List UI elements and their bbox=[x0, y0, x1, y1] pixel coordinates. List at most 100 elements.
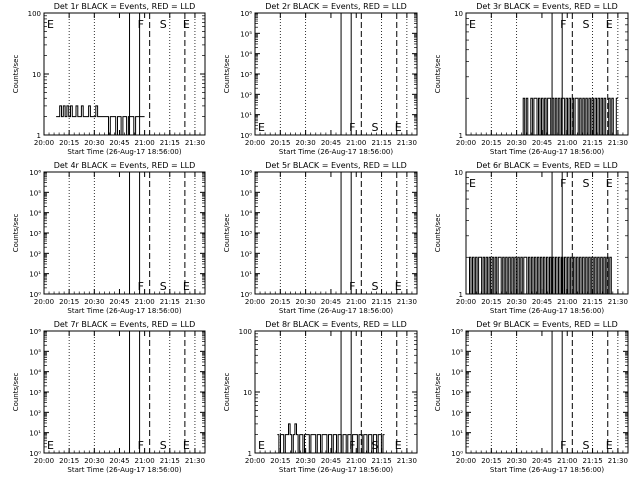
event-marker-label: E bbox=[395, 280, 402, 293]
x-tick-label: 21:30 bbox=[185, 457, 205, 465]
y-tick-label: 10⁴ bbox=[29, 369, 41, 377]
x-tick-label: 21:00 bbox=[557, 139, 577, 147]
x-tick-label: 20:45 bbox=[321, 298, 341, 306]
y-tick-label: 10² bbox=[451, 409, 463, 417]
y-tick-label: 10⁰ bbox=[29, 450, 41, 458]
x-tick-label: 20:15 bbox=[59, 457, 79, 465]
event-marker-label: E bbox=[183, 280, 190, 293]
x-tick-label: 21:15 bbox=[371, 139, 391, 147]
panel-title: Det 4r BLACK = Events, RED = LLD bbox=[54, 161, 196, 170]
event-marker-label: S bbox=[582, 439, 589, 452]
y-tick-label: 10⁵ bbox=[240, 189, 252, 197]
event-marker-label: F bbox=[349, 439, 355, 452]
x-tick-label: 20:45 bbox=[532, 457, 552, 465]
panel-title: Det 1r BLACK = Events, RED = LLD bbox=[54, 2, 196, 11]
event-marker-label: F bbox=[349, 121, 355, 134]
panel-title: Det 3r BLACK = Events, RED = LLD bbox=[476, 2, 618, 11]
x-tick-label: 21:15 bbox=[160, 298, 180, 306]
y-tick-label: 10³ bbox=[29, 389, 41, 397]
x-axis-label: Start Time (26-Aug-17 18:56:00) bbox=[490, 148, 604, 156]
y-tick-label: 10² bbox=[29, 409, 41, 417]
x-tick-label: 20:30 bbox=[84, 139, 104, 147]
panel-det-5: Det 5r BLACK = Events, RED = LLD 10⁰ 10¹ 10… bbox=[223, 161, 418, 315]
event-marker-label: E bbox=[183, 439, 190, 452]
event-marker-label: S bbox=[371, 280, 378, 293]
x-tick-label: 20:15 bbox=[270, 139, 290, 147]
y-tick-label: 10¹ bbox=[451, 430, 463, 438]
event-marker-label: F bbox=[138, 280, 144, 293]
y-tick-label: 10⁰ bbox=[240, 291, 252, 299]
x-axis-label: Start Time (26-Aug-17 18:56:00) bbox=[279, 466, 393, 474]
y-axis-label: Counts/sec bbox=[434, 373, 442, 412]
x-tick-label: 20:45 bbox=[109, 139, 129, 147]
y-tick-label: 10⁶ bbox=[29, 328, 41, 336]
x-tick-label: 20:45 bbox=[109, 457, 129, 465]
x-tick-label: 21:00 bbox=[346, 457, 366, 465]
event-marker-label: E bbox=[47, 18, 54, 31]
x-tick-label: 21:15 bbox=[160, 457, 180, 465]
x-tick-label: 21:00 bbox=[557, 298, 577, 306]
x-axis-label: Start Time (26-Aug-17 18:56:00) bbox=[490, 466, 604, 474]
x-tick-label: 20:00 bbox=[34, 298, 54, 306]
event-marker-label: E bbox=[469, 177, 476, 190]
panel-det-1: Det 1r BLACK = Events, RED = LLD 1 10 100 20… bbox=[12, 2, 206, 156]
x-tick-label: 21:30 bbox=[185, 139, 205, 147]
x-tick-label: 20:00 bbox=[34, 457, 54, 465]
panel-det-6: Det 6r BLACK = Events, RED = LLD 1 10 20:00… bbox=[434, 161, 629, 315]
panel-det-7: Det 7r BLACK = Events, RED = LLD 10⁰ 10¹ 10… bbox=[12, 320, 206, 474]
x-tick-label: 20:15 bbox=[481, 298, 501, 306]
x-tick-label: 21:30 bbox=[608, 457, 628, 465]
x-tick-label: 21:00 bbox=[557, 457, 577, 465]
y-tick-label: 10⁴ bbox=[29, 210, 41, 218]
event-marker-label: E bbox=[395, 121, 402, 134]
x-tick-label: 20:45 bbox=[532, 298, 552, 306]
y-tick-label: 10⁰ bbox=[29, 291, 41, 299]
y-axis-label: Counts/sec bbox=[223, 373, 231, 412]
x-axis-label: Start Time (26-Aug-17 18:56:00) bbox=[67, 148, 181, 156]
event-marker-label: S bbox=[160, 280, 167, 293]
event-marker-label: S bbox=[582, 177, 589, 190]
panel-title: Det 8r BLACK = Events, RED = LLD bbox=[265, 320, 407, 329]
y-tick-label: 10³ bbox=[29, 230, 41, 238]
y-tick-label: 10 bbox=[32, 71, 41, 79]
x-axis-label: Start Time (26-Aug-17 18:56:00) bbox=[490, 307, 604, 315]
event-marker-label: E bbox=[395, 439, 402, 452]
event-marker-label: F bbox=[560, 177, 566, 190]
y-tick-label: 100 bbox=[28, 10, 41, 18]
x-tick-label: 20:30 bbox=[296, 298, 316, 306]
event-marker-label: F bbox=[560, 18, 566, 31]
event-marker-label: E bbox=[258, 121, 265, 134]
x-tick-label: 21:00 bbox=[135, 139, 155, 147]
panel-title: Det 2r BLACK = Events, RED = LLD bbox=[265, 2, 407, 11]
panel-title: Det 6r BLACK = Events, RED = LLD bbox=[476, 161, 618, 170]
x-tick-label: 20:45 bbox=[532, 139, 552, 147]
y-tick-label: 10⁵ bbox=[451, 348, 463, 356]
plot-frame bbox=[43, 171, 206, 295]
panel-title: Det 7r BLACK = Events, RED = LLD bbox=[54, 320, 196, 329]
x-tick-label: 21:30 bbox=[397, 298, 417, 306]
event-marker-label: S bbox=[371, 121, 378, 134]
y-tick-label: 10⁵ bbox=[29, 189, 41, 197]
y-tick-label: 1 bbox=[248, 450, 252, 458]
x-tick-label: 20:30 bbox=[507, 139, 527, 147]
panel-det-2: Det 2r BLACK = Events, RED = LLD 10⁰ 10¹ 10… bbox=[223, 2, 418, 156]
x-tick-label: 21:00 bbox=[346, 139, 366, 147]
y-tick-label: 10¹ bbox=[240, 112, 252, 120]
x-axis-label: Start Time (26-Aug-17 18:56:00) bbox=[67, 466, 181, 474]
y-tick-label: 10² bbox=[29, 250, 41, 258]
y-tick-label: 1 bbox=[37, 132, 41, 140]
x-tick-label: 21:00 bbox=[346, 298, 366, 306]
x-tick-label: 20:00 bbox=[245, 298, 265, 306]
y-tick-label: 10¹ bbox=[29, 271, 41, 279]
panel-det-9: Det 9r BLACK = Events, RED = LLD 10⁰ 10¹ 10… bbox=[434, 320, 629, 474]
y-tick-label: 10 bbox=[454, 169, 463, 177]
x-tick-label: 20:00 bbox=[456, 457, 476, 465]
x-tick-label: 21:15 bbox=[371, 298, 391, 306]
x-tick-label: 20:30 bbox=[84, 298, 104, 306]
x-tick-label: 21:15 bbox=[582, 139, 602, 147]
y-tick-label: 1 bbox=[459, 132, 463, 140]
x-tick-label: 20:15 bbox=[59, 139, 79, 147]
event-marker-label: S bbox=[582, 18, 589, 31]
x-tick-label: 20:00 bbox=[245, 457, 265, 465]
